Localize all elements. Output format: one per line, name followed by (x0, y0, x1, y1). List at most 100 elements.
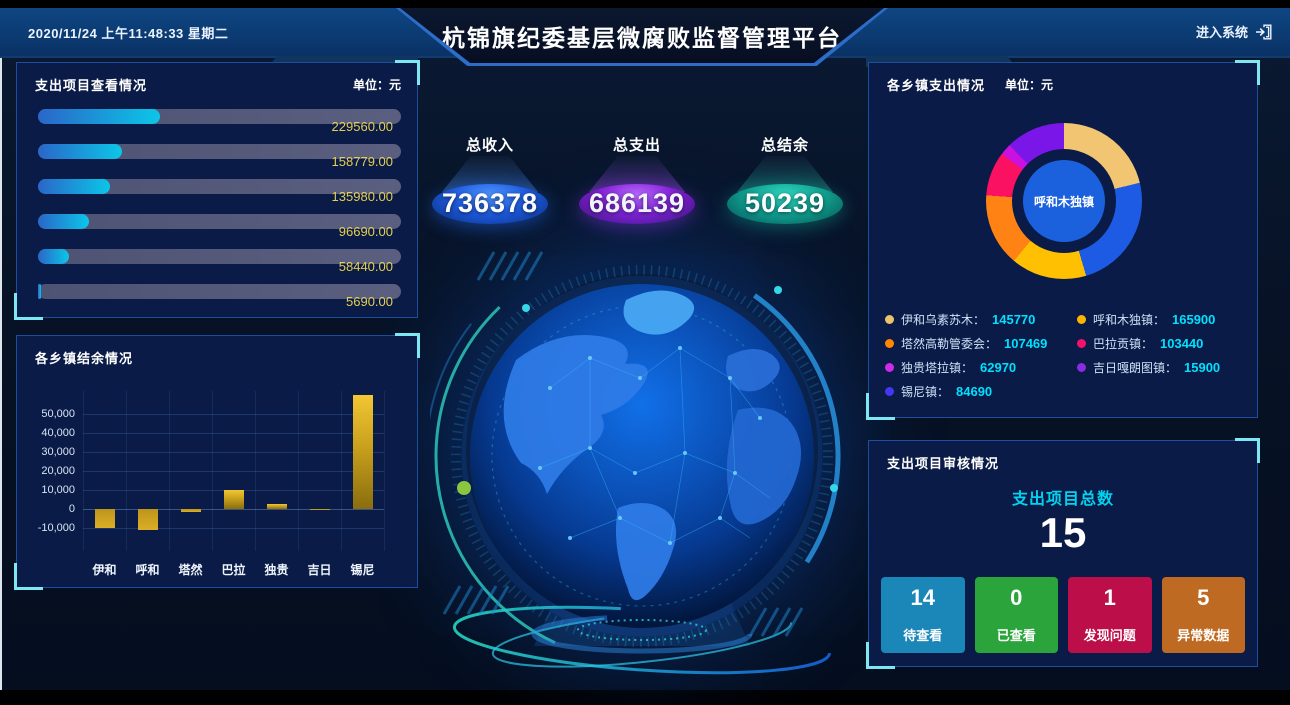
expense-bar-row: 96690.00 (38, 204, 401, 239)
kpi-total-balance: 总结余 50239 (720, 134, 850, 226)
header-wing-right (866, 56, 1016, 67)
kpi-value: 736378 (441, 188, 539, 218)
expense-bar-track: 135980.00 (38, 179, 401, 204)
expense-bar-value: 5690.00 (346, 294, 393, 309)
legend-value: 15900 (1184, 359, 1221, 375)
town-expense-panel: 各乡镇支出情况 单位：元 呼和木独镇 伊和乌素苏木： 145770 塔然高勒管委会：… (866, 60, 1260, 420)
legend-dot-icon (1077, 338, 1086, 348)
balance-bar[interactable] (180, 509, 201, 512)
balance-column-chart: 50,000 40,000 30,000 20,000 10,000 0 -10,000 伊和… (38, 391, 385, 577)
balance-bar[interactable] (266, 503, 287, 510)
expense-bar-track: 5690.00 (38, 284, 401, 309)
header-title-frame: 杭锦旗纪委基层微腐败监督管理平台 (400, 8, 884, 63)
audit-card-count: 5 (1197, 585, 1210, 610)
vertical-gridline (169, 391, 170, 551)
expense-bar-row: 58440.00 (38, 239, 401, 274)
expense-bar-track: 158779.00 (38, 144, 401, 169)
legend-value: 103440 (1160, 335, 1204, 351)
x-axis-label: 塔然 (178, 563, 203, 577)
y-axis-tick: 50,000 (41, 407, 75, 420)
expense-bar-fill (38, 144, 123, 159)
audit-card-label: 异常数据 (1177, 628, 1230, 643)
enter-system-label: 进入系统 (1195, 25, 1248, 40)
legend-item[interactable]: 塔然高勒管委会： 107469 (885, 331, 1077, 355)
panel-title: 各乡镇支出情况 (887, 78, 986, 93)
vertical-gridline (212, 391, 213, 551)
expense-bar-track: 96690.00 (38, 214, 401, 239)
audit-card-count: 1 (1103, 585, 1116, 610)
vertical-gridline (341, 391, 342, 551)
gridline (83, 452, 384, 453)
balance-panel: 各乡镇结余情况 50,000 40,000 30,000 20,000 10,000 0 -… (14, 333, 420, 590)
expense-bar-fill (38, 284, 41, 299)
balance-bar[interactable] (223, 490, 244, 510)
vertical-gridline (83, 391, 84, 551)
donut-legend: 伊和乌素苏木： 145770 塔然高勒管委会： 107469 独贵塔拉镇： 62970 锡尼… (885, 307, 1251, 403)
unit-label: 单位：元 (1005, 78, 1054, 92)
donut-chart[interactable]: 呼和木独镇 (986, 123, 1142, 279)
expense-bar-row: 229560.00 (38, 99, 401, 134)
expense-bar-value: 135980.00 (331, 189, 393, 204)
legend-item[interactable]: 巴拉贡镇： 103440 (1077, 331, 1251, 355)
donut-center-label: 呼和木独镇 (1023, 160, 1105, 242)
kpi-pedestal (727, 184, 843, 224)
legend-item[interactable]: 锡尼镇： 84690 (885, 379, 1077, 403)
y-axis-tick: -10,000 (37, 522, 75, 535)
x-axis-label: 独贵 (264, 563, 289, 577)
balance-bar[interactable] (94, 509, 115, 529)
audit-status-card: 5 异常数据 (1161, 577, 1245, 653)
expense-bar-fill (38, 179, 111, 194)
kpi-label: 总支出 (612, 137, 661, 154)
legend-item[interactable]: 独贵塔拉镇： 62970 (885, 355, 1077, 379)
expense-bar-row: 158779.00 (38, 134, 401, 169)
audit-status-card: 0 已查看 (974, 577, 1058, 653)
legend-dot-icon (885, 314, 894, 324)
gridline (83, 413, 384, 415)
expense-bar-fill (38, 214, 90, 229)
legend-name: 塔然高勒管委会： (901, 336, 998, 351)
expense-bar-value: 229560.00 (331, 119, 393, 134)
legend-item[interactable]: 吉日嘎朗图镇： 15900 (1077, 355, 1251, 379)
globe-svg (425, 239, 859, 675)
legend-dot-icon (885, 338, 894, 348)
gridline (83, 509, 384, 511)
legend-value: 84690 (956, 383, 993, 399)
legend-value: 165900 (1172, 311, 1216, 327)
kpi-pedestal (579, 184, 695, 224)
expense-view-panel: 支出项目查看情况 单位：元 229560.00 158779.00 135980.0… (14, 60, 420, 320)
expense-bar-value: 158779.00 (331, 154, 393, 169)
legend-item[interactable]: 呼和木独镇： 165900 (1077, 307, 1251, 331)
x-axis-label: 呼和 (135, 563, 160, 577)
panel-title: 支出项目审核情况 (887, 456, 1000, 471)
vertical-gridline (126, 391, 127, 551)
y-axis-tick: 30,000 (41, 446, 75, 458)
x-axis-label: 锡尼 (350, 563, 375, 577)
vertical-gridline (384, 391, 385, 551)
y-axis-tick: 20,000 (41, 465, 75, 477)
expense-bar-fill (38, 249, 69, 264)
globe-illustration (425, 238, 859, 694)
gridline (83, 432, 384, 434)
expense-bar-track: 229560.00 (38, 109, 401, 134)
panel-title: 各乡镇结余情况 (35, 351, 134, 366)
legend-name: 锡尼镇： (901, 384, 950, 399)
y-axis-tick: 10,000 (41, 484, 75, 496)
vertical-gridline (255, 391, 256, 551)
enter-system-button[interactable]: 进入系统 (1196, 22, 1272, 41)
balance-bar[interactable] (137, 509, 158, 531)
audit-card-label: 已查看 (996, 628, 1036, 643)
datetime-text: 2020/11/24 上午11:48:33 星期二 (28, 26, 229, 41)
balance-bar[interactable] (309, 508, 330, 510)
legend-item[interactable]: 伊和乌素苏木： 145770 (885, 307, 1077, 331)
legend-dot-icon (885, 362, 894, 372)
legend-dot-icon (885, 386, 894, 396)
green-dot (457, 481, 471, 495)
unit-label: 单位：元 (352, 78, 401, 92)
audit-status-card: 1 发现问题 (1068, 577, 1152, 653)
x-axis-label: 伊和 (92, 563, 117, 577)
legend-dot-icon (1077, 314, 1086, 324)
dashboard-root: 杭锦旗纪委基层微腐败监督管理平台 2020/11/24 上午11:48:33 星… (0, 8, 1290, 690)
audit-card-count: 0 (1010, 585, 1023, 610)
audit-total-label: 支出项目总数 (1011, 491, 1114, 508)
balance-bar[interactable] (352, 394, 373, 510)
